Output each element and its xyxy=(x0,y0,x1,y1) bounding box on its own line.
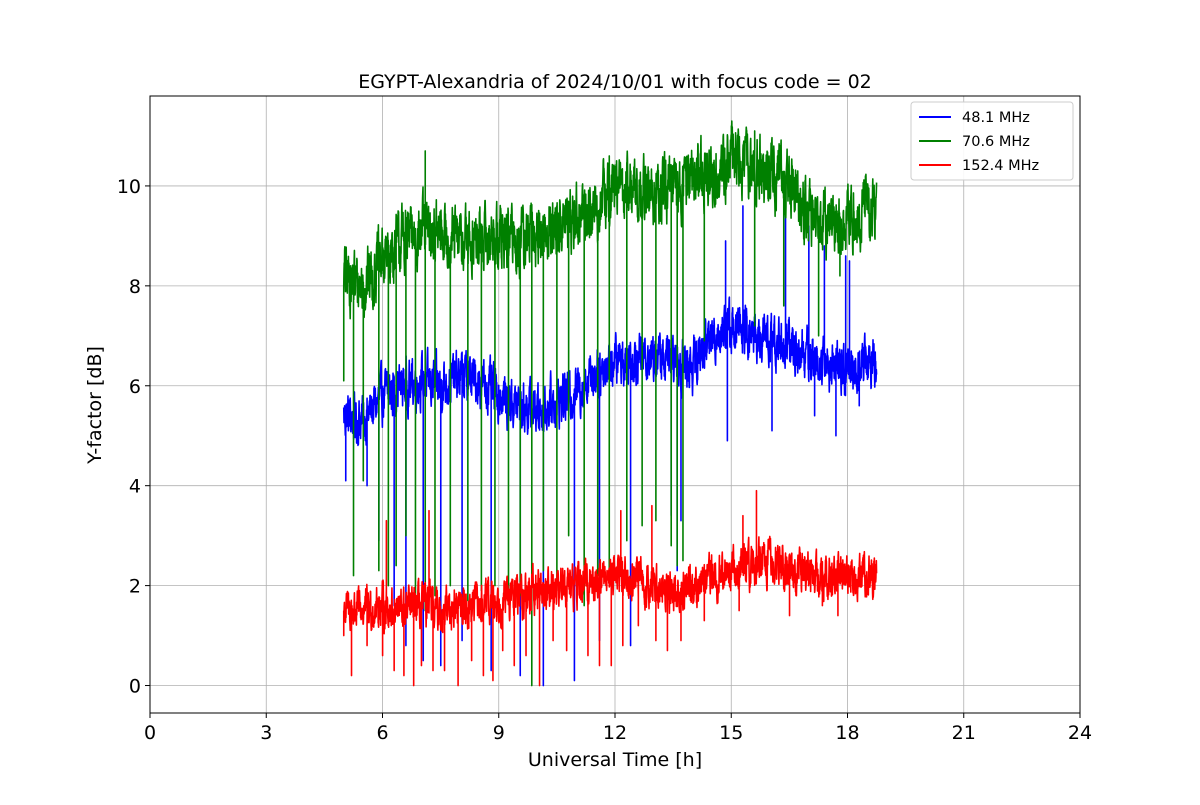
x-tick-label: 24 xyxy=(1068,722,1092,744)
x-tick-label: 0 xyxy=(144,722,156,744)
x-tick-label: 18 xyxy=(835,722,859,744)
y-axis-label: Y-factor [dB] xyxy=(84,346,106,465)
y-tick-label: 6 xyxy=(129,376,141,398)
y-tick-label: 10 xyxy=(117,176,141,198)
x-tick-label: 21 xyxy=(952,722,976,744)
legend-label-0: 48.1 MHz xyxy=(962,110,1030,126)
legend-label-2: 152.4 MHz xyxy=(962,158,1039,174)
y-tick-label: 8 xyxy=(129,276,141,298)
series-line-1 xyxy=(342,120,878,687)
series-line-0 xyxy=(342,205,878,687)
series-line-2 xyxy=(342,489,878,687)
legend-label-1: 70.6 MHz xyxy=(962,134,1030,150)
x-tick-label: 6 xyxy=(376,722,388,744)
legend: 48.1 MHz 70.6 MHz 152.4 MHz xyxy=(910,101,1074,181)
y-tick-label: 2 xyxy=(129,576,141,598)
y-tick-label: 4 xyxy=(129,476,141,498)
x-tick-label: 3 xyxy=(260,722,272,744)
x-tick-label: 15 xyxy=(719,722,743,744)
chart-title: EGYPT-Alexandria of 2024/10/01 with focu… xyxy=(358,71,872,93)
legend-box xyxy=(910,101,1074,181)
x-axis-label: Universal Time [h] xyxy=(528,749,702,771)
plot-area xyxy=(342,120,878,687)
x-tick-label: 9 xyxy=(493,722,505,744)
y-tick-label: 0 xyxy=(129,676,141,698)
x-tick-label: 12 xyxy=(603,722,627,744)
